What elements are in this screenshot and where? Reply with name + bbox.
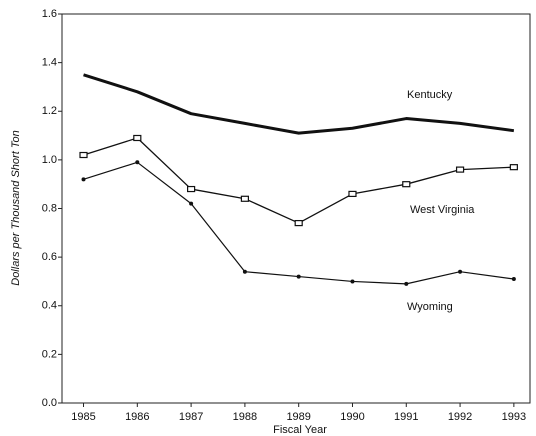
point-marker xyxy=(81,177,86,182)
series-line xyxy=(83,73,515,135)
y-tick-label: 0.0 xyxy=(42,397,57,409)
y-tick-label: 1.0 xyxy=(42,154,57,166)
point-marker xyxy=(458,269,463,274)
point-marker xyxy=(296,274,301,279)
point-marker xyxy=(294,219,303,227)
point-marker xyxy=(240,195,249,202)
series-label: Kentucky xyxy=(407,89,453,101)
x-tick-label: 1985 xyxy=(71,411,95,423)
x-tick-label: 1987 xyxy=(179,411,203,423)
series-label: Wyoming xyxy=(407,301,453,313)
point-marker xyxy=(348,190,357,198)
x-tick-label: 1990 xyxy=(340,411,364,423)
y-tick-label: 0.2 xyxy=(42,348,57,360)
point-marker xyxy=(135,160,140,165)
x-tick-label: 1991 xyxy=(394,411,418,423)
point-marker xyxy=(133,134,142,142)
point-marker xyxy=(509,164,518,171)
y-tick-label: 0.8 xyxy=(42,202,57,214)
point-marker xyxy=(79,151,88,159)
y-tick-label: 1.4 xyxy=(42,57,57,69)
x-tick-label: 1989 xyxy=(286,411,310,423)
x-tick-label: 1988 xyxy=(233,411,257,423)
x-tick-label: 1993 xyxy=(502,411,526,423)
point-marker xyxy=(242,269,247,274)
point-marker xyxy=(187,185,196,193)
y-tick-label: 1.2 xyxy=(42,105,57,117)
x-tick-label: 1992 xyxy=(448,411,472,423)
series-label: West Virginia xyxy=(410,204,475,216)
point-marker xyxy=(350,279,355,284)
y-tick-label: 1.6 xyxy=(42,8,57,20)
point-marker xyxy=(189,201,194,206)
point-marker xyxy=(404,281,409,286)
x-tick-label: 1986 xyxy=(125,411,149,423)
y-tick-label: 0.4 xyxy=(42,300,57,312)
y-axis-label: Dollars per Thousand Short Ton xyxy=(10,130,22,286)
point-marker xyxy=(455,166,465,173)
point-marker xyxy=(402,181,411,188)
x-axis-label: Fiscal Year xyxy=(273,424,327,436)
point-marker xyxy=(511,277,516,282)
y-tick-label: 0.6 xyxy=(42,251,57,263)
